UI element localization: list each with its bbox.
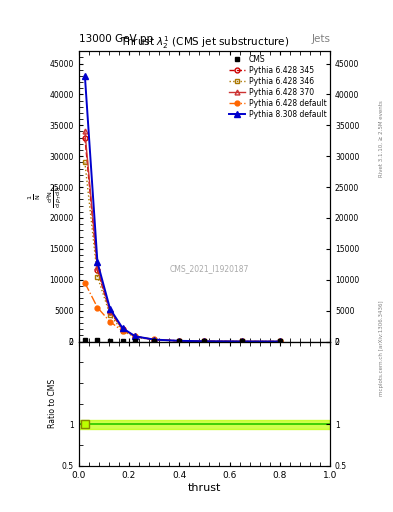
Pythia 6.428 345 (202, 338, 207, 345)
Pythia 6.428 370 (152, 336, 156, 343)
CMS (277, 338, 282, 345)
Pythia 8.308 default (240, 338, 244, 345)
X-axis label: thrust: thrust (188, 482, 221, 493)
Pythia 6.428 346 (120, 328, 125, 334)
Pythia 6.428 345 (240, 338, 244, 345)
Pythia 8.308 default (108, 306, 112, 312)
CMS (240, 338, 244, 345)
Pythia 6.428 default (95, 305, 100, 311)
Pythia 6.428 346 (108, 312, 112, 318)
CMS (120, 338, 125, 344)
Pythia 8.308 default (202, 338, 207, 344)
Pythia 8.308 default (120, 325, 125, 331)
Pythia 6.428 345 (83, 135, 87, 141)
Pythia 6.428 346 (277, 338, 282, 345)
Text: CMS_2021_I1920187: CMS_2021_I1920187 (170, 264, 249, 273)
Text: 13000 GeV pp: 13000 GeV pp (79, 33, 153, 44)
Line: Pythia 6.428 370: Pythia 6.428 370 (83, 129, 282, 344)
Pythia 6.428 345 (177, 338, 182, 344)
Pythia 6.428 370 (95, 264, 100, 270)
Text: Jets: Jets (311, 33, 330, 44)
Line: Pythia 6.428 default: Pythia 6.428 default (83, 281, 282, 344)
Title: Thrust $\lambda_2^1$ (CMS jet substructure): Thrust $\lambda_2^1$ (CMS jet substructu… (119, 34, 289, 51)
Y-axis label: $\frac{1}{\mathrm{N}}$
$\frac{\mathrm{d}^2\!\mathrm{N}}{\mathrm{d}\,p_T\,\mathrm: $\frac{1}{\mathrm{N}}$ $\frac{\mathrm{d}… (27, 184, 64, 208)
Pythia 6.428 346 (152, 337, 156, 343)
Pythia 6.428 default (133, 333, 138, 339)
Pythia 6.428 346 (133, 334, 138, 340)
Pythia 6.428 370 (83, 129, 87, 135)
Pythia 6.428 345 (133, 333, 138, 339)
CMS (152, 338, 156, 345)
Y-axis label: Ratio to CMS: Ratio to CMS (48, 379, 57, 428)
Pythia 8.308 default (152, 336, 156, 343)
Pythia 6.428 370 (133, 333, 138, 339)
Pythia 6.428 370 (240, 338, 244, 345)
Pythia 6.428 default (177, 338, 182, 344)
Pythia 6.428 346 (177, 338, 182, 344)
Pythia 8.308 default (277, 338, 282, 345)
Pythia 8.308 default (95, 260, 100, 266)
Text: mcplots.cern.ch [arXiv:1306.3436]: mcplots.cern.ch [arXiv:1306.3436] (379, 301, 384, 396)
CMS (83, 337, 87, 344)
Pythia 8.308 default (133, 333, 138, 339)
Pythia 6.428 346 (83, 159, 87, 165)
Text: Rivet 3.1.10, ≥ 2.5M events: Rivet 3.1.10, ≥ 2.5M events (379, 100, 384, 177)
CMS (95, 337, 100, 344)
Line: Pythia 8.308 default: Pythia 8.308 default (82, 73, 283, 345)
Pythia 6.428 default (240, 338, 244, 345)
Pythia 6.428 370 (277, 338, 282, 345)
Pythia 6.428 345 (95, 267, 100, 273)
Line: Pythia 6.428 346: Pythia 6.428 346 (83, 160, 282, 344)
CMS (177, 338, 182, 345)
CMS (133, 338, 138, 344)
Pythia 6.428 345 (152, 336, 156, 343)
Pythia 6.428 345 (277, 338, 282, 345)
Pythia 6.428 346 (240, 338, 244, 345)
Pythia 6.428 default (152, 336, 156, 343)
Pythia 6.428 346 (95, 273, 100, 280)
Pythia 6.428 default (202, 338, 207, 344)
Pythia 6.428 345 (108, 309, 112, 315)
Pythia 6.428 370 (177, 338, 182, 344)
Pythia 6.428 370 (202, 338, 207, 345)
Legend: CMS, Pythia 6.428 345, Pythia 6.428 346, Pythia 6.428 370, Pythia 6.428 default,: CMS, Pythia 6.428 345, Pythia 6.428 346,… (227, 53, 328, 120)
Pythia 6.428 370 (108, 308, 112, 314)
Pythia 6.428 345 (120, 326, 125, 332)
Pythia 8.308 default (83, 73, 87, 79)
CMS (202, 338, 207, 345)
Line: CMS: CMS (83, 338, 282, 344)
Pythia 6.428 default (108, 318, 112, 325)
CMS (108, 337, 112, 344)
Pythia 6.428 default (83, 280, 87, 286)
Pythia 8.308 default (177, 338, 182, 344)
Line: Pythia 6.428 345: Pythia 6.428 345 (83, 135, 282, 344)
Pythia 6.428 default (277, 338, 282, 345)
Pythia 6.428 370 (120, 326, 125, 332)
Pythia 6.428 default (120, 328, 125, 334)
Pythia 6.428 346 (202, 338, 207, 345)
